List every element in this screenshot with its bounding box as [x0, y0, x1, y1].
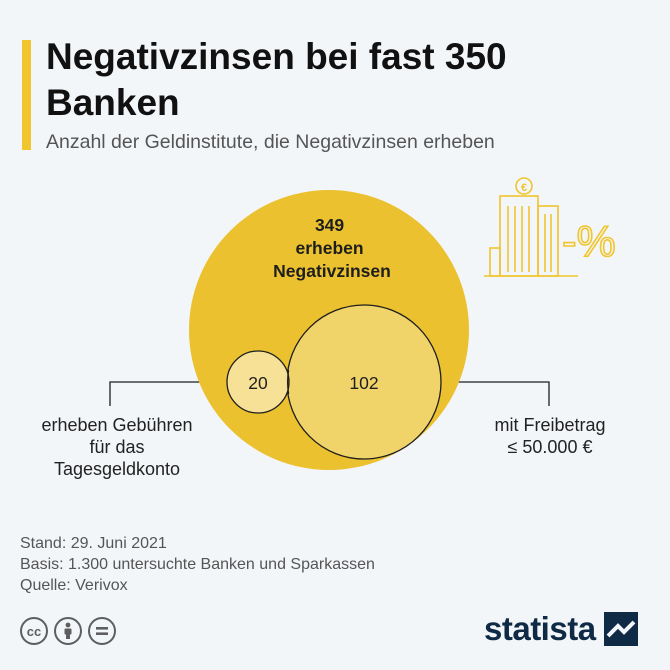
- caption-gebuehren-line-3: Tagesgeldkonto: [53, 459, 181, 479]
- page-subtitle: Anzahl der Geldinstitute, die Negativzin…: [46, 131, 495, 153]
- caption-gebuehren-line-1: erheben Gebühren: [41, 415, 193, 435]
- euro-symbol: €: [521, 182, 527, 194]
- caption-gebuehren-line-2: für das: [89, 437, 145, 457]
- caption-freibetrag-line-2: ≤ 50.000 €: [507, 437, 593, 457]
- connector-line-freibetrag: [440, 381, 550, 406]
- gebuehren-value: 20: [248, 373, 268, 393]
- footer-quelle: Quelle: Verivox: [20, 577, 128, 594]
- footer-notes: Stand: 29. Juni 2021 Basis: 1.300 unters…: [20, 533, 375, 596]
- brand-name: statista: [484, 610, 596, 647]
- footer-stand: Stand: 29. Juni 2021: [20, 535, 167, 552]
- cc-icon[interactable]: cc: [20, 617, 48, 645]
- overlap-arc: [287, 369, 290, 395]
- outer-label: 349 erheben Negativzinsen: [273, 215, 391, 281]
- outer-label-line-3: Negativzinsen: [273, 261, 391, 281]
- no-derivatives-icon[interactable]: [88, 617, 116, 645]
- caption-gebuehren: erheben Gebühren für das Tagesgeldkonto: [24, 414, 210, 480]
- circle-gebuehren: [226, 350, 290, 414]
- bank-building-negative-percent-icon: [484, 177, 578, 277]
- attribution-icon[interactable]: [54, 617, 82, 645]
- license-icons: cc: [20, 617, 116, 645]
- statista-brand[interactable]: statista: [484, 610, 638, 648]
- caption-freibetrag: mit Freibetrag ≤ 50.000 €: [470, 414, 630, 458]
- negative-percent-symbol: -%: [562, 217, 616, 266]
- accent-bar: [22, 40, 31, 150]
- outer-label-line-2: erheben: [296, 238, 364, 258]
- statista-logo-icon: [603, 612, 638, 646]
- outer-label-value: 349: [315, 215, 344, 235]
- caption-freibetrag-line-1: mit Freibetrag: [494, 415, 606, 435]
- freibetrag-value: 102: [349, 373, 378, 393]
- page-title: Negativzinsen bei fast 350 Banken: [46, 36, 507, 123]
- connector-line-gebuehren: [109, 381, 229, 406]
- footer-basis: Basis: 1.300 untersuchte Banken und Spar…: [20, 556, 375, 573]
